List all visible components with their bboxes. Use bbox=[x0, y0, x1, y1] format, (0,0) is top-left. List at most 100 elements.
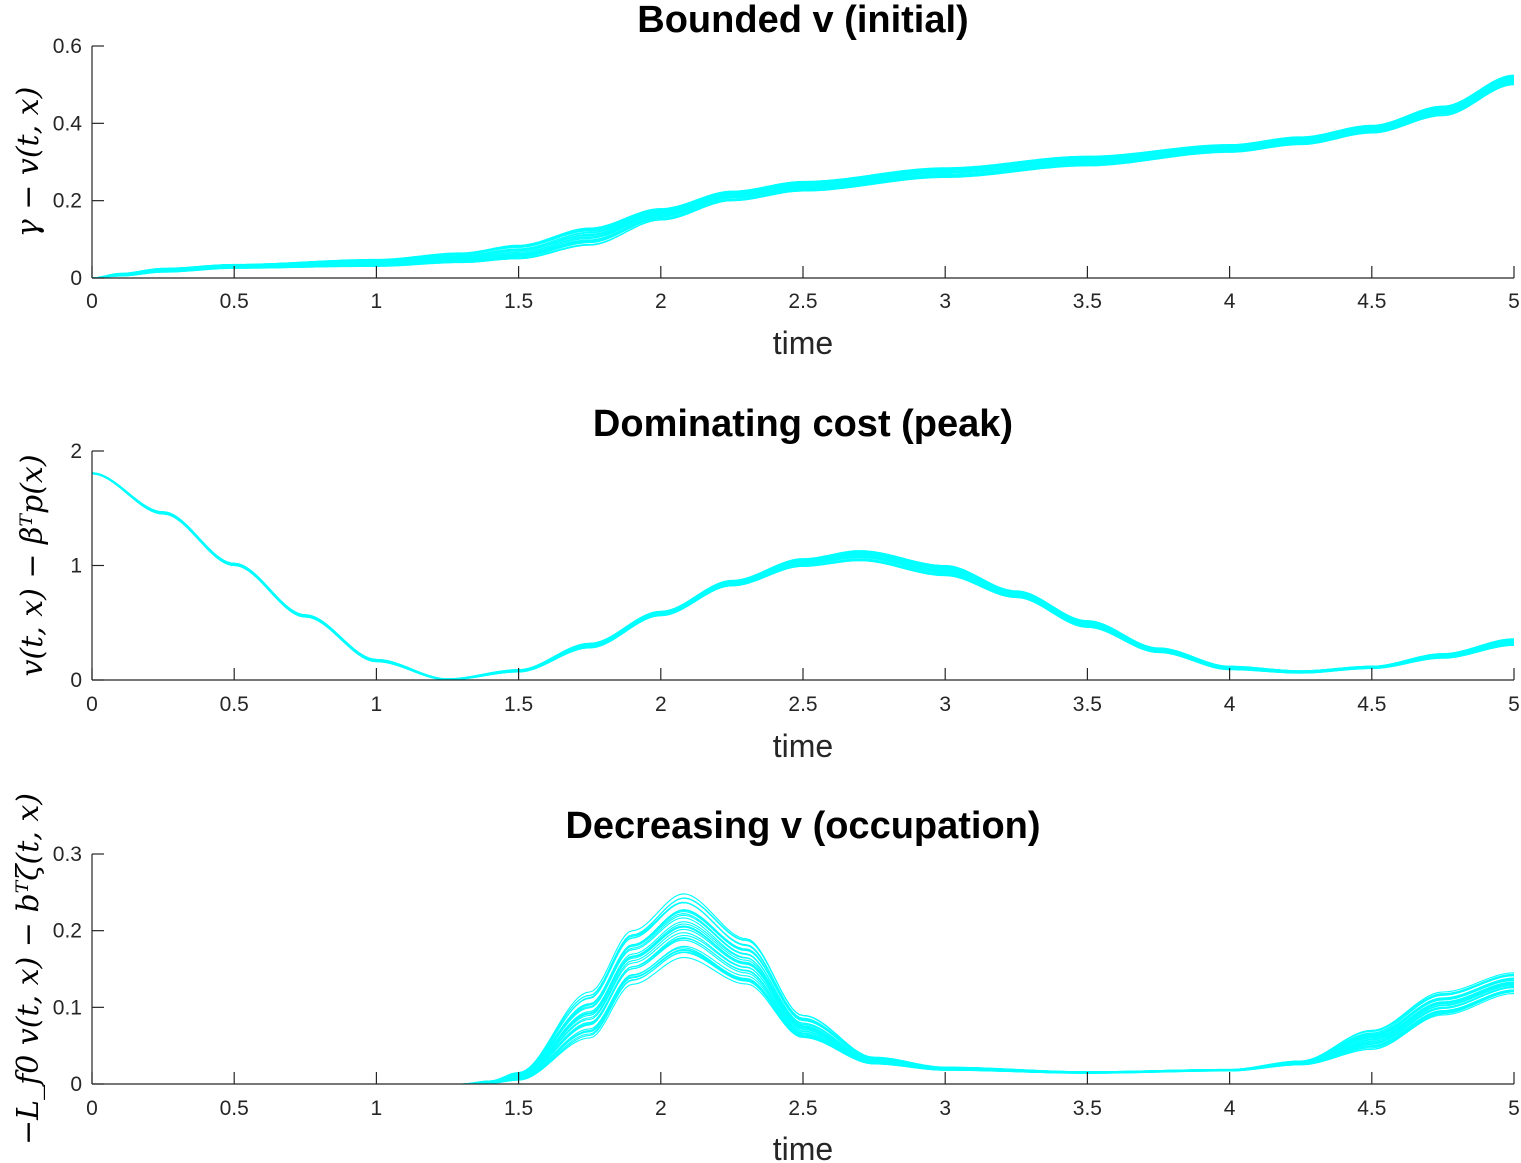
trace-line bbox=[91, 473, 1515, 681]
trace-line bbox=[91, 473, 1515, 681]
x-tick-label: 0 bbox=[86, 693, 98, 716]
trace-line bbox=[92, 893, 1515, 1085]
y-tick-label: 0 bbox=[70, 669, 82, 692]
trace-line bbox=[92, 901, 1515, 1085]
x-tick-label: 5 bbox=[1508, 290, 1520, 313]
trace-line bbox=[91, 81, 1515, 279]
y-axis-label: γ − v(t, x) bbox=[11, 87, 46, 238]
trace-line bbox=[91, 472, 1515, 680]
trace-line bbox=[92, 925, 1515, 1085]
trace-line bbox=[91, 473, 1515, 681]
x-tick-label: 1.5 bbox=[504, 693, 533, 716]
x-axis-label: time bbox=[773, 1131, 833, 1163]
x-tick-label: 4.5 bbox=[1357, 290, 1386, 313]
y-tick-label: 0.2 bbox=[53, 920, 82, 943]
trace-line bbox=[91, 472, 1515, 680]
trace-line bbox=[92, 909, 1515, 1085]
trace-line bbox=[91, 472, 1515, 680]
trace-line bbox=[91, 81, 1515, 279]
trace-line bbox=[91, 473, 1515, 681]
y-tick-label: 2 bbox=[70, 440, 82, 463]
subplot-3: 0 0.5 1 1.5 2 2.5 3 3.5 4 4.5 5 0 0.1 0.2 0.3 Decreasin… bbox=[11, 793, 1520, 1163]
subplot-2: 0 0.5 1 1.5 2 2.5 3 3.5 4 4.5 5 0 1 2 Dominating cost … bbox=[15, 403, 1520, 764]
chart-title: Decreasing v (occupation) bbox=[565, 805, 1040, 847]
trace-line bbox=[91, 77, 1515, 279]
x-tick-label: 1.5 bbox=[504, 290, 533, 313]
trace-line bbox=[91, 472, 1515, 681]
trace-line bbox=[91, 472, 1515, 680]
x-tick-label: 3.5 bbox=[1073, 290, 1102, 313]
trace-line bbox=[92, 897, 1515, 1085]
x-tick-label: 4 bbox=[1224, 693, 1236, 716]
trace-line bbox=[91, 76, 1515, 279]
x-tick-label: 2.5 bbox=[788, 290, 817, 313]
trace-line bbox=[92, 925, 1515, 1085]
trace-line bbox=[91, 472, 1515, 681]
y-tick-label: 0.3 bbox=[53, 843, 82, 866]
y-tick-label: 0 bbox=[70, 1073, 82, 1096]
trace-line bbox=[91, 472, 1515, 680]
trace-line bbox=[91, 79, 1515, 279]
trace-line bbox=[92, 913, 1515, 1085]
x-tick-label: 3 bbox=[939, 1097, 951, 1120]
trace-line bbox=[92, 923, 1515, 1085]
x-tick-label: 5 bbox=[1508, 1097, 1520, 1120]
trace-line bbox=[91, 74, 1515, 279]
x-tick-label: 0 bbox=[86, 290, 98, 313]
trace-line bbox=[91, 473, 1515, 681]
trace-line bbox=[91, 472, 1515, 680]
trace-line bbox=[91, 472, 1515, 680]
trace-line bbox=[91, 76, 1515, 279]
chart-title: Bounded v (initial) bbox=[637, 0, 968, 41]
y-tick-label: 0.6 bbox=[53, 35, 82, 58]
y-tick-label: 0.4 bbox=[53, 112, 83, 135]
trace-line bbox=[91, 75, 1515, 279]
x-tick-label: 4 bbox=[1224, 1097, 1236, 1120]
trace-line bbox=[91, 473, 1515, 681]
trace-line bbox=[91, 82, 1515, 279]
traces bbox=[91, 472, 1515, 681]
x-tick-label: 1 bbox=[371, 693, 383, 716]
x-tick-label: 0.5 bbox=[220, 290, 249, 313]
trace-line bbox=[92, 911, 1515, 1085]
x-tick-label: 3 bbox=[939, 693, 951, 716]
x-tick-label: 1.5 bbox=[504, 1097, 533, 1120]
x-tick-label: 0 bbox=[86, 1097, 98, 1120]
trace-line bbox=[91, 81, 1515, 279]
trace-line bbox=[91, 79, 1515, 279]
trace-line bbox=[91, 78, 1515, 279]
trace-line bbox=[91, 472, 1515, 680]
x-tick-label: 1 bbox=[371, 1097, 383, 1120]
x-tick-label: 2 bbox=[655, 290, 667, 313]
trace-line bbox=[91, 472, 1515, 681]
trace-line bbox=[91, 74, 1515, 279]
x-tick-label: 2 bbox=[655, 1097, 667, 1120]
x-tick-label: 4.5 bbox=[1357, 1097, 1386, 1120]
x-tick-label: 0.5 bbox=[220, 1097, 249, 1120]
trace-line bbox=[91, 78, 1515, 279]
trace-line bbox=[91, 80, 1515, 279]
trace-line bbox=[91, 82, 1515, 279]
trace-line bbox=[91, 80, 1515, 279]
trace-line bbox=[92, 902, 1515, 1085]
x-tick-label: 4.5 bbox=[1357, 693, 1386, 716]
y-axis-label: −L_f0 v(t, x) − bᵀζ(t, x) bbox=[11, 793, 46, 1145]
x-tick-label: 3.5 bbox=[1073, 1097, 1102, 1120]
trace-line bbox=[91, 78, 1515, 279]
trace-line bbox=[91, 77, 1515, 279]
trace-line bbox=[91, 472, 1515, 680]
trace-line bbox=[91, 77, 1515, 279]
trace-line bbox=[91, 82, 1515, 279]
x-tick-label: 4 bbox=[1224, 290, 1236, 313]
x-tick-label: 1 bbox=[371, 290, 383, 313]
x-axis-label: time bbox=[773, 728, 833, 764]
trace-line bbox=[91, 473, 1515, 681]
y-tick-label: 0 bbox=[70, 267, 82, 290]
traces bbox=[92, 893, 1515, 1085]
trace-line bbox=[91, 472, 1515, 680]
x-tick-label: 5 bbox=[1508, 693, 1520, 716]
trace-line bbox=[91, 76, 1515, 279]
subplot-1: 0 0.5 1 1.5 2 2.5 3 3.5 4 4.5 5 0 0.2 0.4 0.6 Bounded v… bbox=[11, 0, 1520, 361]
y-axis-label: v(t, x) − βᵀp(x) bbox=[15, 454, 50, 676]
